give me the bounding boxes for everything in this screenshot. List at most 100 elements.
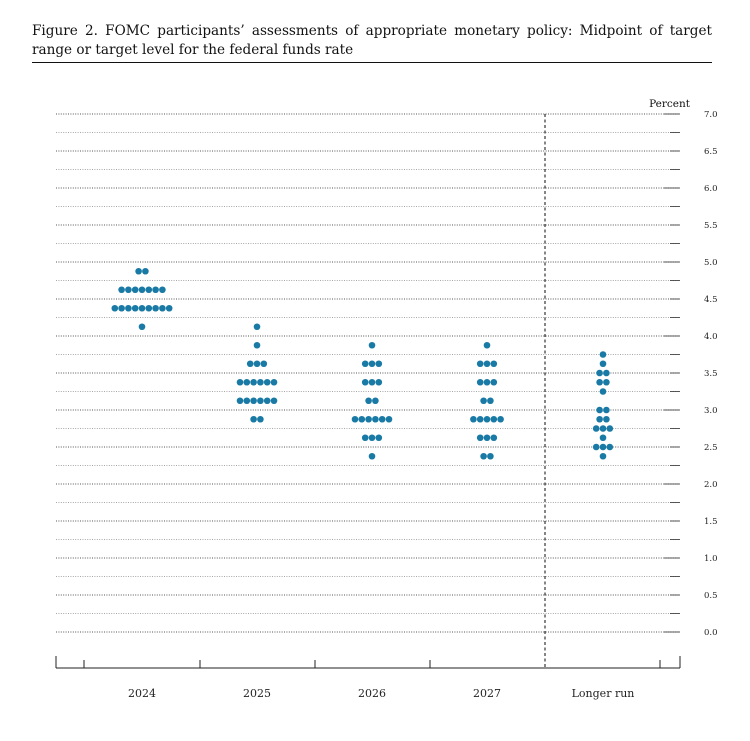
participant-dot (253, 360, 261, 368)
x-category-label: 2025 (243, 687, 271, 700)
participant-dot (257, 415, 264, 423)
participant-dot (480, 397, 487, 405)
grid-lines (56, 113, 680, 633)
x-category-label: 2024 (128, 687, 156, 700)
participant-dot (361, 434, 369, 442)
participant-dot (131, 304, 139, 312)
participant-dot (606, 443, 614, 451)
participant-dot (483, 341, 491, 349)
participant-dot (480, 452, 487, 460)
participant-dot (236, 378, 244, 386)
participant-dot (365, 397, 372, 405)
caption-rule (32, 62, 712, 63)
participant-dot (358, 415, 366, 423)
x-category-label: 2027 (473, 687, 501, 700)
participant-dot (361, 360, 369, 368)
participant-dot (483, 434, 491, 442)
y-tick-label: 1.5 (704, 517, 718, 527)
participant-dot (351, 415, 359, 423)
participant-dot (375, 360, 383, 368)
figure-caption: Figure 2. FOMC participants’ assessments… (32, 23, 712, 58)
participant-dot (138, 286, 146, 294)
participant-dot (490, 360, 498, 368)
participant-dot (599, 434, 607, 442)
y-tick-label: 5.5 (704, 221, 718, 231)
participant-dot (599, 360, 607, 368)
participant-dot (145, 304, 153, 312)
participant-dot (372, 415, 379, 423)
participant-dot (476, 378, 484, 386)
participant-dot (253, 341, 261, 349)
y-tick-label: 2.5 (704, 443, 718, 453)
participant-dot (599, 388, 607, 395)
participant-dot (368, 434, 376, 442)
participant-dot (592, 443, 600, 451)
y-tick-label: 2.0 (704, 480, 718, 490)
participant-dot (606, 425, 614, 432)
axes: 0.0 0.5 1.0 1.5 2.0 2.5 3.0 3.5 4.0 4.5 5.0 5.5 6.0 6… (55, 110, 718, 700)
participant-dot (270, 397, 278, 405)
participant-dot (476, 434, 484, 442)
participant-dot (483, 378, 491, 386)
y-tick-label: 6.0 (704, 184, 718, 194)
participant-dot (111, 304, 119, 312)
participant-dot (487, 397, 494, 405)
participant-dot (375, 378, 383, 386)
participant-dot (263, 378, 271, 386)
participant-dot (118, 286, 125, 294)
participant-dot (159, 304, 166, 312)
participant-dot (243, 378, 251, 386)
y-tick-label: 3.0 (704, 406, 718, 416)
participant-dot (483, 415, 491, 423)
participant-dot (253, 323, 261, 331)
y-tick-label: 6.5 (704, 147, 718, 157)
participant-dot (118, 304, 125, 312)
participant-dot (368, 452, 376, 460)
participant-dot (603, 378, 610, 386)
participant-dot (145, 286, 153, 294)
participant-dot (599, 425, 607, 432)
participant-dot (138, 323, 146, 331)
participant-dot (476, 415, 484, 423)
y-tick-label: 0.0 (704, 628, 718, 638)
participant-dot (596, 378, 603, 386)
y-axis-unit-label: Percent (649, 98, 691, 110)
participant-dot (131, 286, 139, 294)
participant-dot (152, 304, 159, 312)
participant-dot (125, 304, 132, 312)
participant-dot (603, 369, 610, 377)
participant-dot (603, 406, 610, 414)
dots (111, 267, 614, 460)
participant-dot (260, 360, 268, 368)
participant-dot (483, 360, 491, 368)
participant-dot (497, 415, 504, 423)
participant-dot (599, 443, 607, 451)
participant-dot (599, 452, 607, 460)
participant-dot (470, 415, 477, 423)
participant-dot (243, 397, 251, 405)
participant-dot (250, 397, 257, 405)
participant-dot (365, 415, 372, 423)
participant-dot (250, 415, 257, 423)
participant-dot (596, 415, 603, 423)
participant-dot (165, 304, 173, 312)
participant-dot (375, 434, 383, 442)
y-tick-label: 5.0 (704, 258, 718, 268)
participant-dot (368, 360, 376, 368)
participant-dot (596, 406, 603, 414)
x-category-label: Longer run (572, 687, 635, 700)
y-tick-label: 4.5 (704, 295, 718, 305)
participant-dot (487, 452, 494, 460)
y-tick-label: 7.0 (704, 110, 718, 120)
participant-dot (152, 286, 159, 294)
participant-dot (385, 415, 393, 423)
y-tick-label: 1.0 (704, 554, 718, 564)
participant-dot (490, 434, 498, 442)
participant-dot (476, 360, 484, 368)
participant-dot (257, 378, 264, 386)
participant-dot (368, 378, 376, 386)
participant-dot (236, 397, 244, 405)
participant-dot (592, 425, 600, 432)
participant-dot (372, 397, 379, 405)
